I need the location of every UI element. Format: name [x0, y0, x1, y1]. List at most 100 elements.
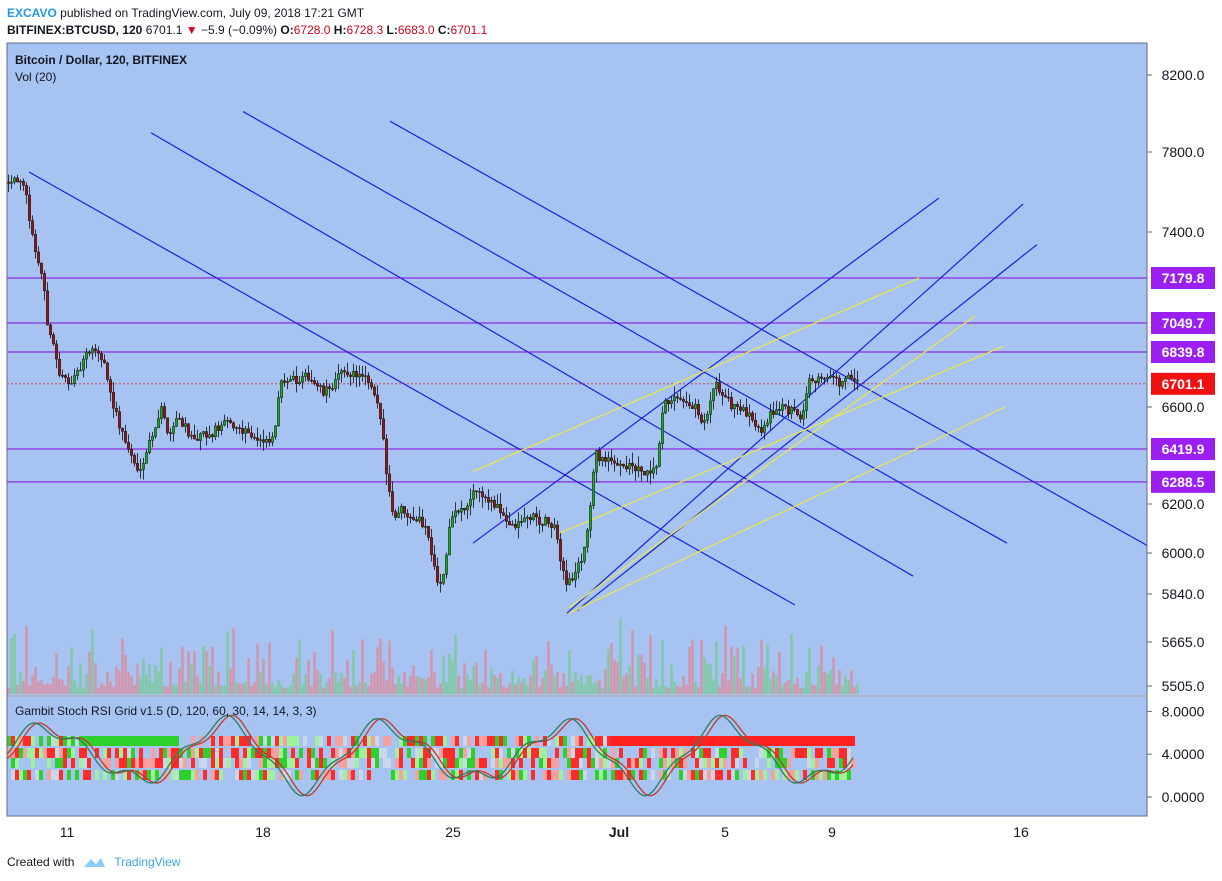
rsi-grid-cell — [595, 736, 599, 746]
volume-bar — [181, 647, 184, 694]
rsi-grid-cell — [447, 770, 451, 780]
candle-body — [481, 491, 485, 498]
volume-bar — [268, 642, 271, 694]
candle-body — [463, 507, 467, 511]
rsi-grid-cell — [351, 758, 355, 768]
candle-body — [553, 524, 557, 528]
volume-bar — [358, 682, 361, 694]
candle-body — [22, 180, 26, 186]
rsi-grid-cell — [399, 736, 403, 746]
rsi-grid-cell — [367, 748, 371, 758]
candle-body — [52, 334, 56, 345]
volume-bar — [418, 676, 421, 694]
rsi-grid-cell — [839, 758, 843, 768]
rsi-grid-cell — [779, 736, 783, 746]
rsi-grid-cell — [131, 770, 135, 780]
volume-bar — [580, 675, 583, 694]
candle-body — [93, 348, 97, 351]
rsi-grid-cell — [227, 748, 231, 758]
main-pane[interactable] — [7, 43, 1147, 695]
volume-bar — [58, 678, 61, 694]
rsi-grid-cell — [815, 758, 819, 768]
rsi-grid-cell — [475, 758, 479, 768]
rsi-grid-cell — [67, 736, 71, 746]
candle-body — [649, 470, 653, 474]
rsi-grid-cell — [779, 748, 783, 758]
volume-bar — [667, 687, 670, 694]
tradingview-link[interactable]: TradingView — [114, 855, 181, 869]
rsi-grid-cell — [671, 736, 675, 746]
rsi-grid-cell — [719, 736, 723, 746]
trendline-1[interactable] — [150, 132, 914, 577]
candle-body — [274, 425, 278, 438]
rsi-grid-cell — [663, 758, 667, 768]
author-name[interactable]: EXCAVO — [7, 6, 57, 20]
rsi-grid-cell — [659, 758, 663, 768]
rsi-grid-cell — [703, 770, 707, 780]
candle-body — [376, 394, 380, 404]
rsi-grid-cell — [559, 748, 563, 758]
rsi-grid-cell — [699, 758, 703, 768]
volume-bar — [658, 686, 661, 694]
rsi-grid-cell — [739, 748, 743, 758]
rsi-grid-cell — [239, 736, 243, 746]
rsi-grid-cell — [575, 758, 579, 768]
rsi-grid-cell — [103, 748, 107, 758]
candle-body — [16, 177, 20, 183]
rsi-grid-cell — [231, 748, 235, 758]
candle-body — [180, 418, 184, 427]
rsi-grid-cell — [823, 748, 827, 758]
rsi-grid-cell — [191, 770, 195, 780]
channel-line-9[interactable] — [568, 315, 976, 609]
candle-body — [631, 462, 635, 467]
volume-bar — [592, 683, 595, 694]
candle-body — [853, 378, 857, 381]
candle-body — [679, 397, 683, 400]
candle-body — [559, 539, 563, 562]
rsi-grid-cell — [39, 758, 43, 768]
rsi-grid-cell — [611, 758, 615, 768]
rsi-grid-cell — [195, 758, 199, 768]
rsi-grid-cell — [59, 770, 63, 780]
volume-bar — [175, 685, 178, 694]
channel-line-10[interactable] — [568, 406, 1006, 614]
volume-bar — [799, 687, 802, 694]
candle-body — [78, 369, 82, 372]
candle-body — [292, 375, 296, 380]
rsi-grid-cell — [687, 758, 691, 768]
rsi-grid-cell — [243, 748, 247, 758]
time-axis[interactable]: 11 18 25 Jul 5 9 16 — [60, 824, 1029, 840]
candle-body — [397, 512, 401, 518]
trendline-2[interactable] — [242, 111, 1008, 544]
volume-bar — [49, 684, 52, 694]
candle-body — [168, 432, 172, 434]
trendline-6[interactable] — [576, 244, 1038, 611]
candle-body — [31, 220, 35, 235]
channel-line-7[interactable] — [472, 277, 920, 473]
rsi-grid-cell — [731, 736, 735, 746]
rsi-grid-cell — [759, 736, 763, 746]
low-value: 6683.0 — [397, 23, 435, 37]
rsi-grid-cell — [763, 748, 767, 758]
rsi-grid-cell — [567, 758, 571, 768]
candle-body — [574, 572, 578, 581]
candle-body — [814, 380, 818, 383]
trendline-0[interactable] — [28, 171, 796, 606]
rsi-grid-cell — [471, 758, 475, 768]
rsi-grid-cell — [63, 748, 67, 758]
y-tick-label: 8200.0 — [1162, 67, 1205, 83]
volume-bar — [409, 675, 412, 694]
price-axis[interactable]: 7179.8 7049.7 6839.8 6419.9 6288.5 5505.0 5665… — [1147, 67, 1215, 805]
rsi-grid-cell — [811, 748, 815, 758]
volume-bar — [724, 625, 727, 694]
rsi-grid-cell — [171, 748, 175, 758]
candle-body — [517, 521, 521, 528]
channel-line-8[interactable] — [558, 345, 1004, 534]
trendline-3[interactable] — [389, 120, 1154, 549]
rsi-grid-cell — [347, 736, 351, 746]
rsi-grid-cell — [683, 770, 687, 780]
rsi-grid-cell — [43, 736, 47, 746]
volume-bar — [199, 682, 202, 694]
rsi-grid-cell — [343, 736, 347, 746]
